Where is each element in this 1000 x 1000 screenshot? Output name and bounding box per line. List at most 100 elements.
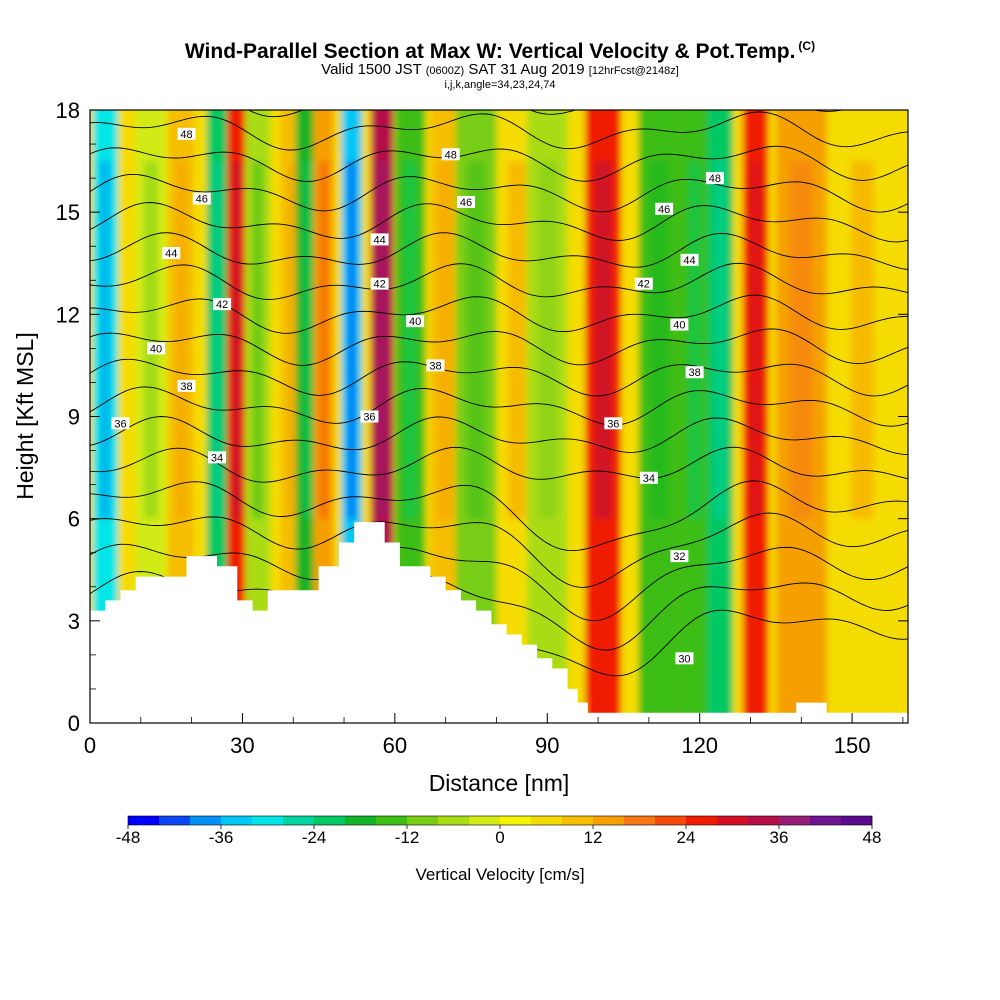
contour-label-text: 40 (673, 320, 685, 332)
velocity-core-14 (507, 161, 526, 519)
colorbar-swatch (221, 816, 253, 825)
colorbar-swatch (314, 816, 346, 825)
contour-label-text: 44 (165, 248, 177, 260)
contour-label-10: 42 (370, 277, 389, 291)
contour-label-bg (604, 417, 623, 430)
contour-label-text: 32 (673, 551, 685, 563)
velocity-core-8 (319, 161, 329, 519)
colorbar-tick-label: 36 (770, 828, 789, 847)
y-tick-label: 6 (68, 507, 80, 532)
y-tick-label: 18 (56, 98, 80, 123)
contour-label-1: 48 (441, 148, 460, 161)
colorbar-swatch (624, 816, 656, 825)
contour-label-9: 42 (213, 298, 232, 311)
colorbar-swatch (717, 816, 749, 825)
contour-label-text: 42 (638, 279, 650, 291)
colorbar-tick-label: -48 (116, 828, 141, 847)
chart-valid-time: Valid 1500 JST (0600Z) SAT 31 Aug 2019 [… (0, 62, 1000, 79)
contour-label-bg (177, 127, 196, 140)
contour-label-bg (406, 315, 425, 328)
colorbar-tick-label: 0 (495, 828, 504, 847)
y-tick-label: 3 (68, 609, 80, 634)
contour-label-text: 46 (658, 204, 670, 216)
contour-label-23: 32 (670, 550, 689, 563)
isentrope-44 (90, 173, 908, 213)
contour-label-5: 46 (655, 202, 674, 216)
contour-label-13: 40 (406, 315, 425, 328)
contour-label-text: 44 (683, 255, 695, 267)
velocity-core-10 (377, 161, 388, 519)
colorbar-tick-label: 48 (863, 828, 882, 847)
valid-c: SAT 31 Aug 2019 (468, 61, 585, 78)
contour-label-text: 40 (409, 316, 421, 328)
contour-label-text: 48 (180, 129, 192, 141)
isentrope-43 (90, 202, 908, 243)
isentrope-33 (90, 512, 908, 588)
colorbar-swatch (500, 816, 532, 825)
chart-title: Wind-Parallel Section at Max W: Vertical… (0, 34, 1000, 64)
x-tick-label: 30 (230, 733, 254, 758)
contour-label-7: 44 (370, 233, 389, 246)
colorbar-swatch (810, 816, 842, 825)
contour-label-bg (639, 471, 658, 484)
contour-label-bg (685, 366, 704, 379)
valid-a: Valid 1500 JST (321, 61, 422, 78)
colorbar-swatch (748, 816, 780, 825)
axis-ticks (89, 109, 908, 724)
contour-label-text: 46 (196, 194, 208, 206)
colorbar-swatch (128, 816, 160, 825)
colorbar-swatch (438, 816, 470, 825)
contour-label-text: 30 (678, 653, 690, 665)
velocity-core-12 (438, 161, 453, 519)
velocity-core-0 (99, 161, 111, 519)
contour-label-bg (360, 410, 379, 423)
isentrope-36 (90, 416, 908, 456)
velocity-core-6 (287, 161, 299, 519)
velocity-core-21 (789, 161, 813, 519)
contour-label-18: 36 (111, 417, 130, 430)
colorbar-tick-label: 24 (677, 828, 696, 847)
contour-label-text: 34 (643, 473, 655, 485)
colorbar-swatch (562, 816, 594, 825)
velocity-core-18 (687, 161, 702, 519)
contour-label-20: 36 (604, 417, 623, 430)
velocity-core-19 (714, 161, 726, 519)
y-tick-label: 15 (56, 200, 80, 225)
colorbar-swatch (531, 816, 563, 825)
velocity-core-20 (749, 161, 762, 519)
chart-title-units: (C) (798, 39, 816, 53)
contour-label-text: 36 (114, 418, 126, 430)
velocity-core-4 (232, 161, 242, 519)
contour-label-bg (426, 359, 445, 372)
contour-label-bg (213, 298, 232, 311)
velocity-core-11 (403, 161, 417, 519)
contour-label-text: 44 (373, 234, 385, 246)
velocity-core-22 (850, 161, 874, 519)
contour-label-4: 46 (456, 195, 475, 209)
isentrope-46 (90, 111, 908, 151)
colorbar-title: Vertical Velocity [cm/s] (415, 865, 584, 884)
contour-label-2: 48 (705, 172, 724, 185)
y-tick-label: 9 (68, 405, 80, 430)
contour-label-text: 42 (373, 279, 385, 291)
colorbar-swatch (407, 816, 439, 825)
chart-title-block: Wind-Parallel Section at Max W: Vertical… (0, 34, 1000, 91)
y-tick-label: 12 (56, 302, 80, 327)
contour-label-22: 34 (639, 471, 658, 485)
contour-label-text: 48 (709, 173, 721, 185)
velocity-core-5 (251, 161, 264, 519)
colorbar-swatch (376, 816, 408, 825)
velocity-core-16 (595, 161, 612, 519)
contour-label-bg (147, 342, 166, 355)
colorbar-swatch (686, 816, 718, 825)
contour-label-bg (456, 195, 475, 208)
contour-label-19: 36 (360, 410, 379, 424)
x-tick-label: 150 (834, 733, 871, 758)
contour-label-bg (670, 550, 689, 563)
isentrope-42 (90, 232, 908, 270)
colorbar-swatch (655, 816, 687, 825)
colorbar-tick-label: -12 (395, 828, 420, 847)
colorbar-swatch (159, 816, 191, 825)
valid-b: (0600Z) (425, 65, 465, 77)
